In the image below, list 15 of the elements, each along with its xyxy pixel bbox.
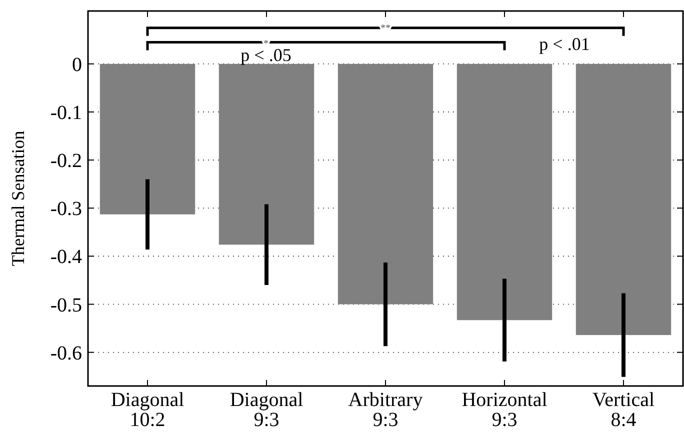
x-tick-label: Horizontal 9:3: [462, 389, 548, 431]
x-tick-label: Diagonal 9:3: [230, 389, 304, 431]
x-tick-label: Vertical 8:4: [592, 389, 656, 431]
y-axis-title: Thermal Sensation: [8, 130, 28, 266]
y-tick-label: -0.5: [50, 294, 82, 316]
x-tick-label: Arbitrary 9:3: [348, 389, 423, 431]
annotation: p < .05: [240, 44, 292, 65]
annotation: p < .01: [539, 34, 590, 54]
y-tick-label: -0.4: [50, 246, 82, 268]
x-tick-label: Diagonal 10:2: [110, 389, 185, 431]
y-tick-label: -0.3: [50, 198, 82, 220]
y-tick-label: -0.6: [50, 342, 82, 364]
y-tick-label: -0.1: [50, 102, 82, 124]
y-tick-label: 0: [72, 54, 82, 76]
y-tick-label: -0.2: [50, 150, 82, 172]
